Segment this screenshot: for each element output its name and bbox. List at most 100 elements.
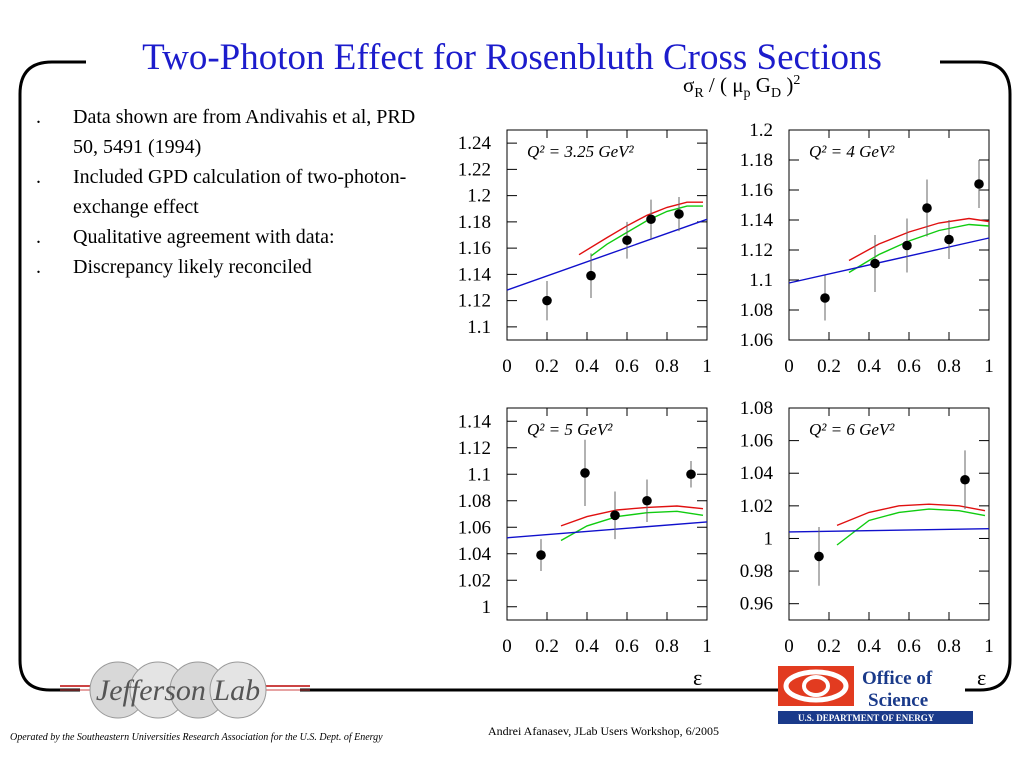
y-tick-label: 1.1 (749, 270, 773, 291)
data-point (870, 258, 880, 269)
x-tick-label: 0.8 (937, 356, 961, 377)
x-tick-label: 0.2 (535, 356, 559, 377)
bullet-item: . Qualitative agreement with data: (36, 226, 335, 248)
data-point (944, 234, 954, 245)
x-tick-label: 0.6 (897, 636, 921, 657)
y-tick-label: 1.12 (458, 291, 491, 312)
y-tick-label: 1.2 (749, 120, 773, 141)
blue-curve (506, 218, 708, 291)
plot-frame (788, 407, 990, 621)
footer-note: Operated by the Southeastern Universitie… (10, 732, 383, 743)
blue-curve (506, 521, 708, 539)
office-of-science-logo: Office of Science U.S. DEPARTMENT OF ENE… (778, 664, 973, 726)
y-tick-label: 1.16 (740, 180, 773, 201)
x-tick-label: 1 (984, 356, 994, 377)
y-tick-label: 1.02 (740, 496, 773, 517)
data-point (646, 214, 656, 225)
x-tick-label: 1 (702, 356, 712, 377)
data-point (542, 295, 552, 306)
y-tick-label: 1.1 (467, 464, 491, 485)
plot-frame (506, 407, 708, 621)
y-tick-label: 1.08 (740, 300, 773, 321)
y-tick-label: 1 (482, 597, 492, 618)
y-tick-label: 1.06 (740, 431, 773, 452)
data-point (610, 510, 620, 521)
data-point (536, 550, 546, 560)
bullet-item: . Data shown are from Andivahis et al, PR… (36, 106, 416, 158)
y-tick-label: 1.18 (458, 212, 491, 233)
y-tick-label: 1.04 (458, 544, 492, 565)
y-tick-label: 1.14 (458, 264, 492, 285)
y-tick-label: 1.18 (740, 150, 773, 171)
y-tick-label: 1.14 (458, 411, 492, 432)
y-tick-label: 1.08 (740, 398, 773, 419)
y-tick-label: 1.14 (740, 210, 774, 231)
y-tick-label: 1.16 (458, 238, 491, 259)
y-tick-label: 1 (764, 528, 774, 549)
plot-frame (788, 129, 990, 341)
y-tick-label: 1.2 (467, 186, 491, 207)
x-tick-label: 0 (784, 636, 794, 657)
y-tick-label: 1.02 (458, 570, 491, 591)
data-point (674, 209, 684, 219)
bullet-item: . Discrepancy likely reconciled (36, 256, 312, 278)
x-tick-label: 0.4 (857, 356, 881, 377)
y-tick-label: 0.96 (740, 594, 773, 615)
y-tick-label: 1.12 (740, 240, 773, 261)
y-axis-label: σR / ( μp GD )2 (683, 73, 801, 102)
presenter-credit: Andrei Afanasev, JLab Users Workshop, 6/… (488, 724, 719, 738)
x-axis-label-right: ε (977, 665, 987, 690)
bullet-item: . Included GPD calculation of two-photon-… (36, 166, 407, 218)
red-curve (848, 217, 990, 262)
svg-text:Office of: Office of (862, 668, 933, 689)
x-tick-label: 0.8 (937, 636, 961, 657)
x-tick-label: 0.8 (655, 356, 679, 377)
data-point (586, 270, 596, 281)
x-tick-label: 1 (702, 636, 712, 657)
data-point (686, 469, 696, 480)
x-tick-label: 0.4 (857, 636, 881, 657)
data-point (902, 240, 912, 251)
red-curve (578, 201, 703, 256)
x-tick-label: 0 (784, 356, 794, 377)
x-tick-label: 0 (502, 636, 512, 657)
y-tick-label: 1.12 (458, 438, 491, 459)
x-tick-label: 1 (984, 636, 994, 657)
y-tick-label: 1.22 (458, 159, 491, 180)
data-point (622, 235, 632, 246)
panel-annotation: Q² = 3.25 GeV² (527, 142, 635, 161)
bullet-list: . Data shown are from Andivahis et al, PR… (36, 102, 436, 282)
green-curve (848, 223, 990, 274)
data-point (820, 293, 830, 303)
plot-frame (506, 129, 708, 341)
green-curve (836, 508, 986, 546)
x-tick-label: 0.2 (817, 356, 841, 377)
panel-annotation: Q² = 4 GeV² (809, 142, 895, 161)
panel-annotation: Q² = 6 GeV² (809, 420, 895, 439)
jefferson-lab-logo: Jefferson Lab (60, 660, 310, 724)
x-tick-label: 0.6 (615, 636, 639, 657)
y-tick-label: 1.04 (740, 463, 774, 484)
svg-text:Jefferson Lab: Jefferson Lab (96, 674, 260, 707)
x-axis-label-left: ε (693, 665, 703, 690)
x-tick-label: 0.4 (575, 636, 599, 657)
y-tick-label: 1.1 (467, 317, 491, 338)
x-tick-label: 0.6 (615, 356, 639, 377)
data-point (580, 468, 590, 478)
red-curve (836, 503, 986, 527)
svg-text:U.S. DEPARTMENT OF ENERGY: U.S. DEPARTMENT OF ENERGY (798, 713, 935, 723)
x-tick-label: 0.2 (817, 636, 841, 657)
x-tick-label: 0.4 (575, 356, 599, 377)
x-tick-label: 0.6 (897, 356, 921, 377)
slide-title: Two-Photon Effect for Rosenbluth Cross S… (0, 36, 1024, 80)
y-tick-label: 1.06 (740, 330, 773, 351)
blue-curve (788, 528, 990, 533)
y-tick-label: 0.98 (740, 561, 773, 582)
x-tick-label: 0.8 (655, 636, 679, 657)
y-tick-label: 1.06 (458, 517, 491, 538)
blue-curve (788, 237, 990, 284)
x-tick-label: 0.2 (535, 636, 559, 657)
x-tick-label: 0 (502, 356, 512, 377)
